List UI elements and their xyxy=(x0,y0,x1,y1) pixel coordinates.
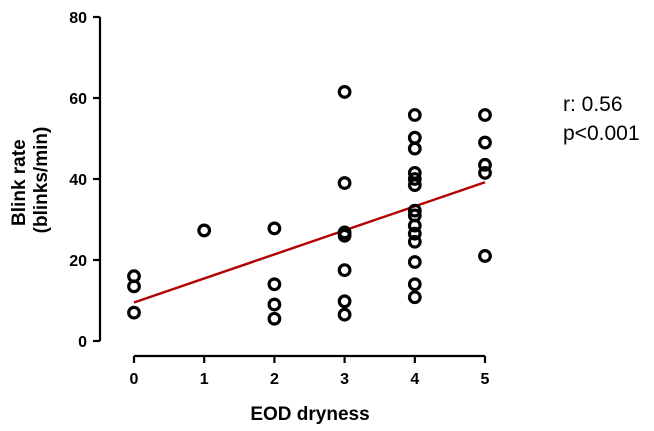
data-point xyxy=(478,108,492,122)
data-point xyxy=(267,221,282,236)
data-point xyxy=(407,108,422,122)
data-point xyxy=(407,178,422,192)
data-point xyxy=(267,277,282,292)
data-point xyxy=(267,297,282,312)
x-ticks: 0 1 2 3 4 5 xyxy=(130,356,490,388)
data-point xyxy=(478,166,492,180)
y-tick-label: 0 xyxy=(78,334,87,351)
x-tick-label: 4 xyxy=(410,371,419,388)
x-tick-label: 2 xyxy=(270,371,279,388)
data-point xyxy=(407,130,422,145)
data-point xyxy=(407,234,422,249)
y-axis-title-line-1: Blink rate xyxy=(9,139,30,226)
y-ticks: 0 20 40 60 80 xyxy=(69,10,100,351)
x-tick-label: 0 xyxy=(130,371,139,388)
data-point xyxy=(407,203,422,218)
x-tick-label: 3 xyxy=(340,371,349,388)
x-tick-label: 1 xyxy=(200,371,209,388)
y-tick-label: 40 xyxy=(69,172,87,189)
regression-line xyxy=(133,181,486,304)
data-point xyxy=(407,226,422,241)
y-axis-title: Blink rate (blinks/min) xyxy=(9,127,52,234)
points-layer xyxy=(127,85,492,326)
data-point xyxy=(127,279,141,294)
data-point xyxy=(337,294,352,309)
data-point xyxy=(407,255,422,269)
correlation-annotation: r: 0.56 xyxy=(563,93,623,116)
data-point xyxy=(197,223,212,238)
fit-line-layer xyxy=(133,181,486,304)
y-tick-label: 60 xyxy=(69,91,87,108)
data-point xyxy=(478,135,492,150)
data-point xyxy=(267,311,282,326)
data-point xyxy=(337,176,352,190)
data-point xyxy=(337,307,352,322)
y-tick-label: 80 xyxy=(69,10,87,27)
y-tick-label: 20 xyxy=(69,253,87,270)
data-point xyxy=(337,263,352,278)
x-tick-label: 5 xyxy=(481,371,490,388)
data-point xyxy=(337,228,352,243)
p-value-annotation: p<0.001 xyxy=(563,122,640,145)
data-point xyxy=(407,218,422,233)
x-axis-title: EOD dryness xyxy=(250,404,369,425)
data-point xyxy=(127,305,141,320)
data-point xyxy=(478,157,492,172)
data-point xyxy=(407,141,422,156)
y-axis-title-line-2: (blinks/min) xyxy=(31,127,52,234)
data-point xyxy=(478,249,492,263)
data-point xyxy=(407,277,422,292)
data-point xyxy=(337,85,352,99)
data-point xyxy=(407,172,422,186)
data-point xyxy=(407,290,422,305)
